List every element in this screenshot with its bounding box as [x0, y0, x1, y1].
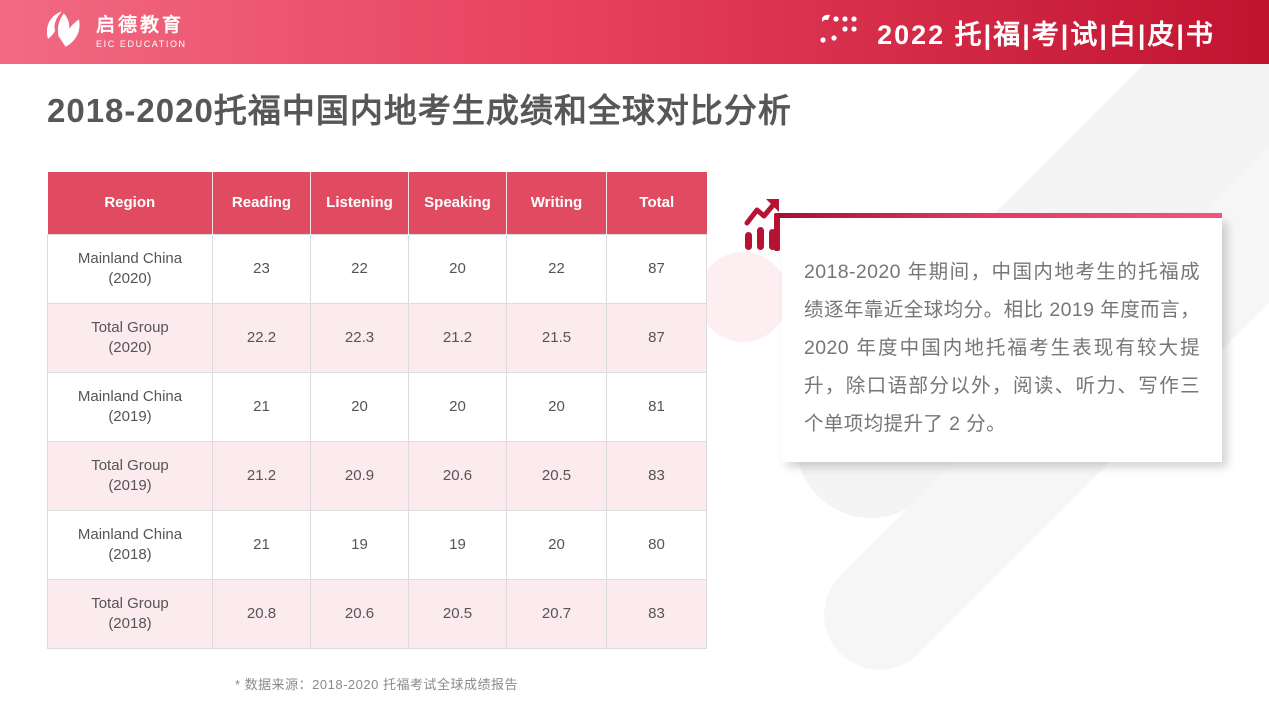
total-cell: 80 [606, 509, 707, 580]
table-row: Total Group (2019) 21.2 20.9 20.6 20.5 83 [47, 440, 707, 511]
column-header-total: Total [606, 172, 707, 234]
column-header-reading: Reading [212, 172, 311, 234]
table-row: Total Group (2020) 22.2 22.3 21.2 21.5 87 [47, 302, 707, 373]
table-row: Total Group (2018) 20.8 20.6 20.5 20.7 83 [47, 578, 707, 649]
background-pink-circle [698, 252, 788, 342]
reading-cell: 21 [212, 371, 311, 442]
listening-cell: 20 [310, 371, 409, 442]
total-cell: 83 [606, 578, 707, 649]
region-cell: Mainland China (2019) [47, 371, 213, 442]
reading-cell: 22.2 [212, 302, 311, 373]
listening-cell: 20.9 [310, 440, 409, 511]
analysis-note-box: 2018-2020 年期间，中国内地考生的托福成绩逐年靠近全球均分。相比 201… [782, 217, 1222, 462]
logo-name-cn: 启德教育 [96, 14, 185, 36]
listening-cell: 22.3 [310, 302, 409, 373]
data-source-note: * 数据来源：2018-2020 托福考试全球成绩报告 [235, 677, 518, 692]
speaking-cell: 20.5 [408, 578, 507, 649]
writing-cell: 22 [506, 233, 607, 304]
eic-logo-icon [40, 6, 86, 59]
writing-cell: 21.5 [506, 302, 607, 373]
growth-chart-icon [744, 198, 780, 257]
total-cell: 87 [606, 302, 707, 373]
column-header-writing: Writing [506, 172, 607, 234]
total-cell: 87 [606, 233, 707, 304]
column-header-listening: Listening [310, 172, 409, 234]
accent-line-corner [774, 213, 780, 251]
dots-motif-icon [817, 13, 861, 52]
speaking-cell: 20 [408, 371, 507, 442]
score-table: Region Reading Listening Speaking Writin… [47, 172, 707, 649]
analysis-note-text: 2018-2020 年期间，中国内地考生的托福成绩逐年靠近全球均分。相比 201… [804, 261, 1200, 435]
total-cell: 81 [606, 371, 707, 442]
logo-name-en: EIC EDUCATION [96, 38, 187, 49]
region-cell: Total Group (2018) [47, 578, 213, 649]
speaking-cell: 20 [408, 233, 507, 304]
listening-cell: 22 [310, 233, 409, 304]
table-header-row: Region Reading Listening Speaking Writin… [47, 172, 707, 234]
region-cell: Mainland China (2020) [47, 233, 213, 304]
speaking-cell: 20.6 [408, 440, 507, 511]
reading-cell: 23 [212, 233, 311, 304]
writing-cell: 20.5 [506, 440, 607, 511]
accent-line [778, 213, 1222, 218]
writing-cell: 20 [506, 371, 607, 442]
header-bar: 启德教育 EIC EDUCATION 2022 托|福|考|试|白|皮|书 [0, 0, 1269, 64]
table-row: Mainland China (2020) 23 22 20 22 87 [47, 233, 707, 304]
listening-cell: 20.6 [310, 578, 409, 649]
page-title: 2018-2020托福中国内地考生成绩和全球对比分析 [47, 92, 792, 129]
table-row: Mainland China (2018) 21 19 19 20 80 [47, 509, 707, 580]
column-header-speaking: Speaking [408, 172, 507, 234]
region-cell: Total Group (2020) [47, 302, 213, 373]
total-cell: 83 [606, 440, 707, 511]
writing-cell: 20 [506, 509, 607, 580]
table-row: Mainland China (2019) 21 20 20 20 81 [47, 371, 707, 442]
speaking-cell: 19 [408, 509, 507, 580]
reading-cell: 21.2 [212, 440, 311, 511]
region-cell: Mainland China (2018) [47, 509, 213, 580]
reading-cell: 20.8 [212, 578, 311, 649]
eic-logo: 启德教育 EIC EDUCATION [40, 6, 187, 59]
listening-cell: 19 [310, 509, 409, 580]
column-header-region: Region [47, 172, 213, 234]
whitepaper-title: 2022 托|福|考|试|白|皮|书 [877, 19, 1215, 50]
writing-cell: 20.7 [506, 578, 607, 649]
speaking-cell: 21.2 [408, 302, 507, 373]
reading-cell: 21 [212, 509, 311, 580]
region-cell: Total Group (2019) [47, 440, 213, 511]
